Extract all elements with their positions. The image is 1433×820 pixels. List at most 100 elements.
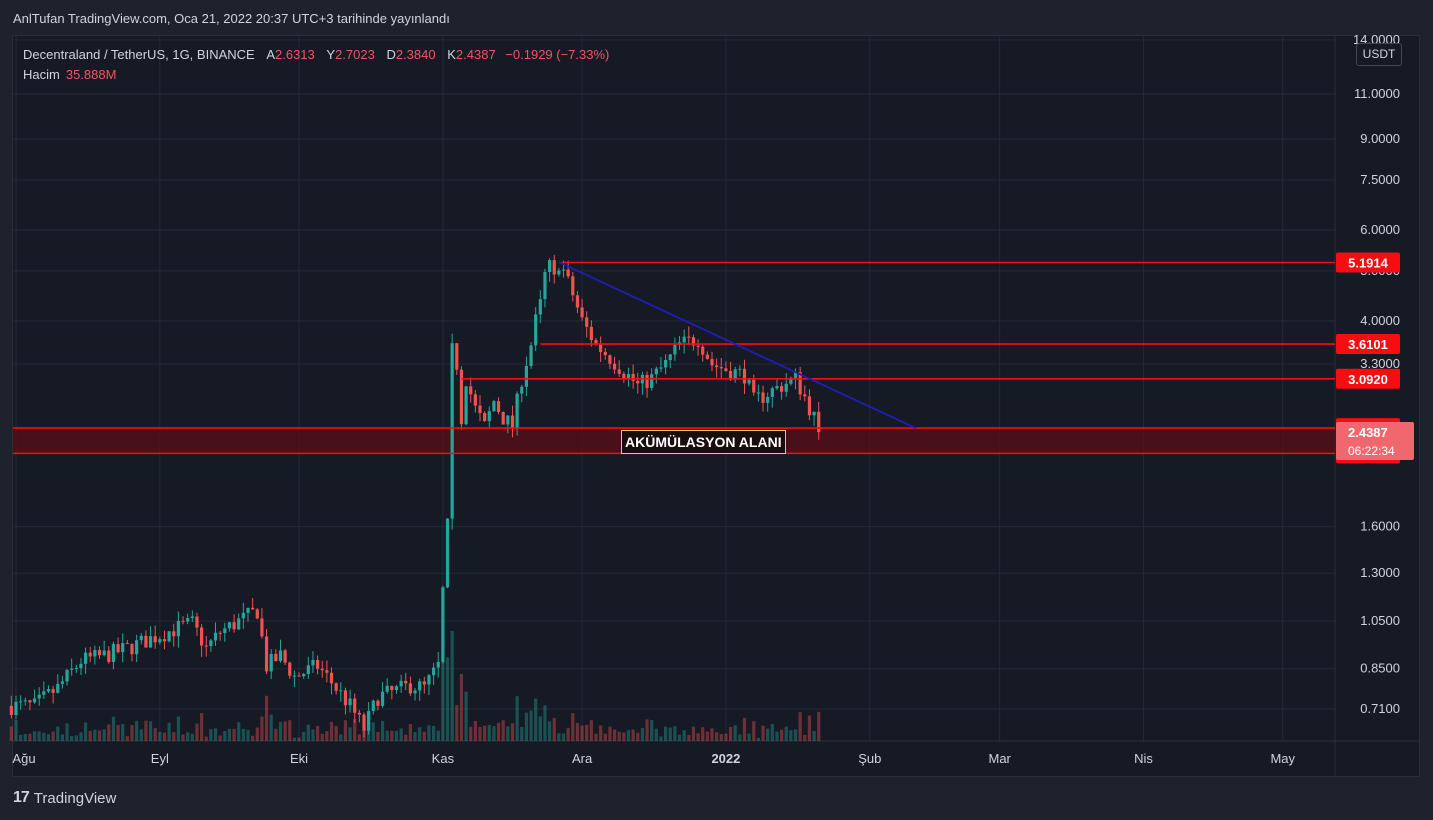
volume-bar [97,730,102,741]
candle-body [227,622,232,629]
candle-body [56,683,60,693]
volume-bar [599,725,603,741]
volume-bar [575,722,580,741]
volume-bar [464,691,468,741]
candle-body [552,260,556,275]
candle-body [636,380,640,384]
candle-body [32,698,37,703]
candle-body [473,394,477,406]
candle-body [162,639,167,642]
candle-body [580,307,584,318]
candle-body [418,681,422,691]
volume-bar [65,723,69,741]
volume-bar [478,727,482,741]
candle-body [297,675,301,677]
candle-body [780,385,784,392]
volume-bar [292,737,296,741]
volume-bar [812,731,816,741]
candle-body [380,691,385,706]
open-label: A [266,47,275,62]
candle-body [65,669,69,682]
candle-body [441,587,445,662]
candle-body [274,653,278,662]
volume-bar [121,723,125,741]
chart-frame[interactable] [12,35,1420,777]
volume-bar [37,731,41,741]
candle-body [650,374,654,388]
candle-body [682,336,686,343]
candle-body [803,394,807,397]
candle-body [561,269,566,271]
candle-body [747,379,751,384]
price-level-badge-label: 3.0920 [1348,372,1388,387]
volume-bar [102,729,106,741]
tradingview-logo[interactable]: 17 TradingView [13,789,116,807]
volume-bar [357,734,361,741]
candle-body [84,652,88,664]
volume-bar [696,733,700,741]
volume-bar [728,727,733,741]
volume-bar [176,716,180,741]
volume-bar [738,734,742,741]
candle-body [529,345,533,366]
volume-bar [524,712,528,741]
volume-bar [594,733,598,741]
volume-bar [46,734,51,741]
candle-body [19,701,23,703]
close-value: 2.4387 [455,47,496,62]
volume-bar [445,657,450,741]
candle-body [51,689,55,693]
currency-button[interactable]: USDT [1356,43,1402,66]
candle-body [172,631,176,637]
candle-body [158,639,162,643]
candle-body [237,618,241,630]
volume-bar [631,729,635,741]
candle-body [761,392,765,403]
volume-bar [56,726,60,741]
candle-body [738,368,742,370]
volume-bar [251,735,255,741]
volume-bar [733,725,737,741]
candle-body [97,650,102,656]
volume-bar [223,730,227,741]
volume-bar [348,727,352,741]
candle-body [130,643,134,655]
candle-body [538,299,542,315]
candle-body [515,393,519,429]
candle-body [269,653,273,672]
price-tick-label: 1.0500 [1360,613,1400,628]
symbol-name[interactable]: Decentraland / TetherUS, 1G, BINANCE [23,47,255,62]
volume-bar [534,698,538,741]
candle-body [302,673,306,677]
volume-bar [441,647,445,741]
candle-body [394,686,399,691]
price-level-badge [1336,334,1400,355]
candle-body [264,636,269,672]
candle-body [79,663,83,668]
candle-body [789,377,793,384]
volume-bar [520,726,524,741]
candle-body [496,401,501,412]
volume-bar [399,728,403,741]
publication-title: AnlTufan TradingView.com, Oca 21, 2022 2… [13,11,450,26]
accumulation-zone-label: AKÜMÜLASYON ALANI [621,430,786,454]
candle-body [742,368,747,384]
volume-bar [506,726,510,741]
high-value: 2.7023 [335,47,375,62]
candle-body [664,359,668,368]
volume-bar [9,726,13,741]
candle-body [255,609,259,619]
candle-body [450,343,454,519]
candle-body [571,276,575,296]
candle-body [756,392,760,394]
volume-bar [264,695,269,741]
time-tick-label: May [1270,751,1295,766]
volume-bar [483,725,487,741]
open-value: 2.6313 [275,47,315,62]
price-level-badge [1336,252,1400,273]
volume-bar [28,733,32,741]
volume-bar [116,725,120,741]
candle-body [246,607,250,613]
volume-bar [227,728,232,741]
